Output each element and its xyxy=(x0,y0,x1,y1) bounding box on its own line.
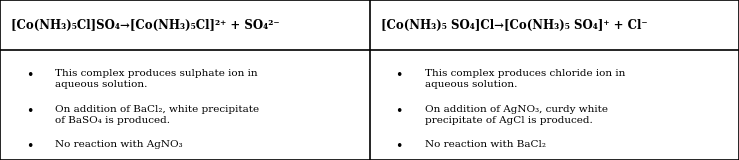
Text: This complex produces sulphate ion in
aqueous solution.: This complex produces sulphate ion in aq… xyxy=(55,69,258,89)
Text: •: • xyxy=(395,105,403,118)
Text: •: • xyxy=(26,140,33,153)
Text: On addition of AgNO₃, curdy white
precipitate of AgCl is produced.: On addition of AgNO₃, curdy white precip… xyxy=(425,105,608,125)
Text: No reaction with BaCl₂: No reaction with BaCl₂ xyxy=(425,140,546,149)
Text: •: • xyxy=(26,69,33,82)
Text: •: • xyxy=(395,140,403,153)
Text: No reaction with AgNO₃: No reaction with AgNO₃ xyxy=(55,140,183,149)
Text: [Co(NH₃)₅Cl]SO₄→[Co(NH₃)₅Cl]²⁺ + SO₄²⁻: [Co(NH₃)₅Cl]SO₄→[Co(NH₃)₅Cl]²⁺ + SO₄²⁻ xyxy=(11,19,279,32)
Text: [Co(NH₃)₅ SO₄]Cl→[Co(NH₃)₅ SO₄]⁺ + Cl⁻: [Co(NH₃)₅ SO₄]Cl→[Co(NH₃)₅ SO₄]⁺ + Cl⁻ xyxy=(381,19,647,32)
Text: •: • xyxy=(26,105,33,118)
Text: This complex produces chloride ion in
aqueous solution.: This complex produces chloride ion in aq… xyxy=(425,69,625,89)
Text: On addition of BaCl₂, white precipitate
of BaSO₄ is produced.: On addition of BaCl₂, white precipitate … xyxy=(55,105,259,125)
Text: •: • xyxy=(395,69,403,82)
